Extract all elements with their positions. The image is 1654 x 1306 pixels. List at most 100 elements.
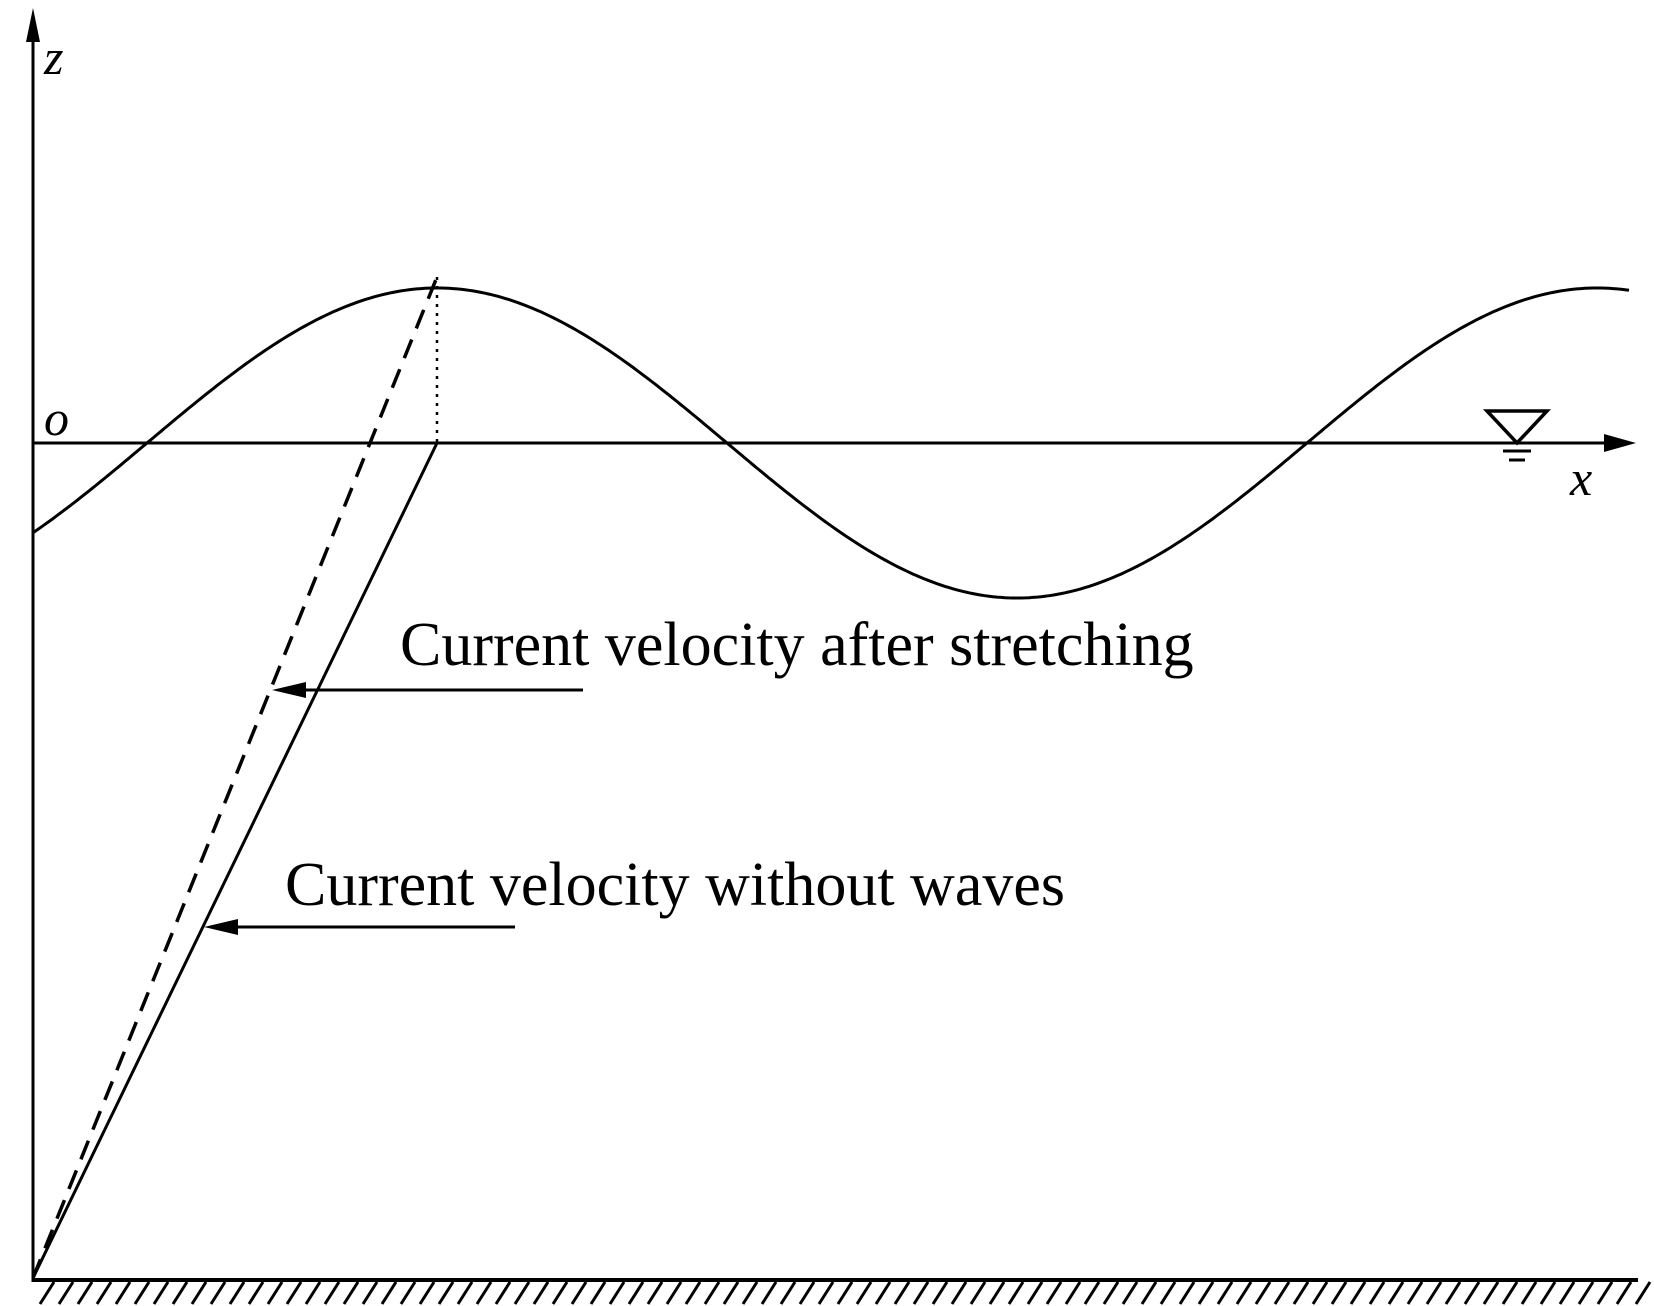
seabed-hatch-mark [1577, 1281, 1595, 1305]
seabed-hatch-mark [627, 1281, 645, 1305]
seabed-hatch-mark [475, 1281, 493, 1305]
seabed-hatch-mark [1216, 1281, 1234, 1305]
seabed-hatch-mark [1007, 1281, 1025, 1305]
seabed-hatch-mark [1178, 1281, 1196, 1305]
current-profile-after-stretching [31, 276, 439, 1279]
seabed-hatch-mark [722, 1281, 740, 1305]
seabed-hatch-mark [247, 1281, 265, 1305]
seabed-hatch-mark [779, 1281, 797, 1305]
seabed-hatch-mark [1197, 1281, 1215, 1305]
seabed-hatch-mark [1634, 1281, 1652, 1305]
x-axis-arrowhead [1604, 434, 1636, 452]
x-axis-label: x [1569, 450, 1592, 506]
seabed-hatch-mark [285, 1281, 303, 1305]
seabed-hatch-mark [1254, 1281, 1272, 1305]
origin-label: o [44, 390, 69, 446]
seabed-hatch-mark [304, 1281, 322, 1305]
seabed-hatch-mark [513, 1281, 531, 1305]
seabed-hatch-mark [532, 1281, 550, 1305]
seabed-hatch-mark [1026, 1281, 1044, 1305]
seabed-hatch-mark [57, 1281, 75, 1305]
seabed-hatch-mark [646, 1281, 664, 1305]
z-axis-arrowhead [26, 8, 40, 42]
seabed-hatch-mark [1463, 1281, 1481, 1305]
seabed-hatching [38, 1281, 1652, 1305]
seabed-hatch-mark [1520, 1281, 1538, 1305]
seabed-hatch-mark [665, 1281, 683, 1305]
seabed-hatch-mark [969, 1281, 987, 1305]
seabed-hatch-mark [817, 1281, 835, 1305]
seabed-hatch-mark [893, 1281, 911, 1305]
seabed-hatch-mark [1273, 1281, 1291, 1305]
seabed-hatch-mark [551, 1281, 569, 1305]
seabed-hatch-mark [1311, 1281, 1329, 1305]
seabed-hatch-mark [266, 1281, 284, 1305]
seabed-hatch-mark [494, 1281, 512, 1305]
seabed-hatch-mark [152, 1281, 170, 1305]
seabed-hatch-mark [1558, 1281, 1576, 1305]
seabed-hatch-mark [342, 1281, 360, 1305]
seabed-hatch-mark [1102, 1281, 1120, 1305]
seabed-hatch-mark [209, 1281, 227, 1305]
seabed-hatch-mark [1406, 1281, 1424, 1305]
seabed-hatch-mark [1368, 1281, 1386, 1305]
seabed-hatch-mark [988, 1281, 1006, 1305]
seabed-hatch-mark [190, 1281, 208, 1305]
seabed-hatch-mark [741, 1281, 759, 1305]
current-profile-without-waves [31, 442, 439, 1279]
seabed-hatch-mark [1501, 1281, 1519, 1305]
seabed-hatch-mark [1159, 1281, 1177, 1305]
seabed-hatch-mark [931, 1281, 949, 1305]
seabed-hatch-mark [608, 1281, 626, 1305]
seabed-hatch-mark [399, 1281, 417, 1305]
seabed-hatch-mark [380, 1281, 398, 1305]
seabed-hatch-mark [912, 1281, 930, 1305]
seabed-hatch-mark [703, 1281, 721, 1305]
annotation-stretched-current: Current velocity after stretching [400, 611, 1194, 679]
seabed-hatch-mark [760, 1281, 778, 1305]
seabed-hatch-mark [1083, 1281, 1101, 1305]
seabed-hatch-mark [1292, 1281, 1310, 1305]
seabed-hatch-mark [950, 1281, 968, 1305]
z-axis-label: z [43, 29, 63, 85]
seabed-hatch-mark [1615, 1281, 1633, 1305]
seabed-hatch-mark [323, 1281, 341, 1305]
seabed-hatch-mark [1387, 1281, 1405, 1305]
seabed-hatch-mark [1064, 1281, 1082, 1305]
seabed-hatch-mark [1482, 1281, 1500, 1305]
seabed-hatch-mark [798, 1281, 816, 1305]
seabed-hatch-mark [1596, 1281, 1614, 1305]
seabed-hatch-mark [836, 1281, 854, 1305]
seabed-hatch-mark [171, 1281, 189, 1305]
seabed-hatch-mark [114, 1281, 132, 1305]
seabed-hatch-mark [38, 1281, 56, 1305]
pointer-arrowhead-without-waves [204, 919, 238, 935]
seabed-hatch-mark [228, 1281, 246, 1305]
seabed-hatch-mark [1330, 1281, 1348, 1305]
seabed-hatch-mark [76, 1281, 94, 1305]
seabed-hatch-mark [570, 1281, 588, 1305]
seabed-hatch-mark [1539, 1281, 1557, 1305]
seabed-hatch-mark [1121, 1281, 1139, 1305]
still-water-level-symbol [1482, 409, 1552, 462]
seabed-hatch-mark [437, 1281, 455, 1305]
seabed-hatch-mark [95, 1281, 113, 1305]
seabed-hatch-mark [361, 1281, 379, 1305]
seabed-hatch-mark [1140, 1281, 1158, 1305]
annotation-current-without-waves: Current velocity without waves [285, 851, 1065, 919]
seabed-hatch-mark [855, 1281, 873, 1305]
seabed-hatch-mark [456, 1281, 474, 1305]
seabed-hatch-mark [418, 1281, 436, 1305]
seabed-hatch-mark [133, 1281, 151, 1305]
seabed-hatch-mark [1235, 1281, 1253, 1305]
seabed-hatch-mark [1045, 1281, 1063, 1305]
wave-surface-profile [32, 286, 1630, 600]
seabed-hatch-mark [1349, 1281, 1367, 1305]
seabed-hatch-mark [1425, 1281, 1443, 1305]
seabed-hatch-mark [874, 1281, 892, 1305]
seabed-hatch-mark [684, 1281, 702, 1305]
seabed-hatch-mark [1444, 1281, 1462, 1305]
pointer-arrowhead-stretched [272, 682, 306, 698]
seabed-hatch-mark [589, 1281, 607, 1305]
